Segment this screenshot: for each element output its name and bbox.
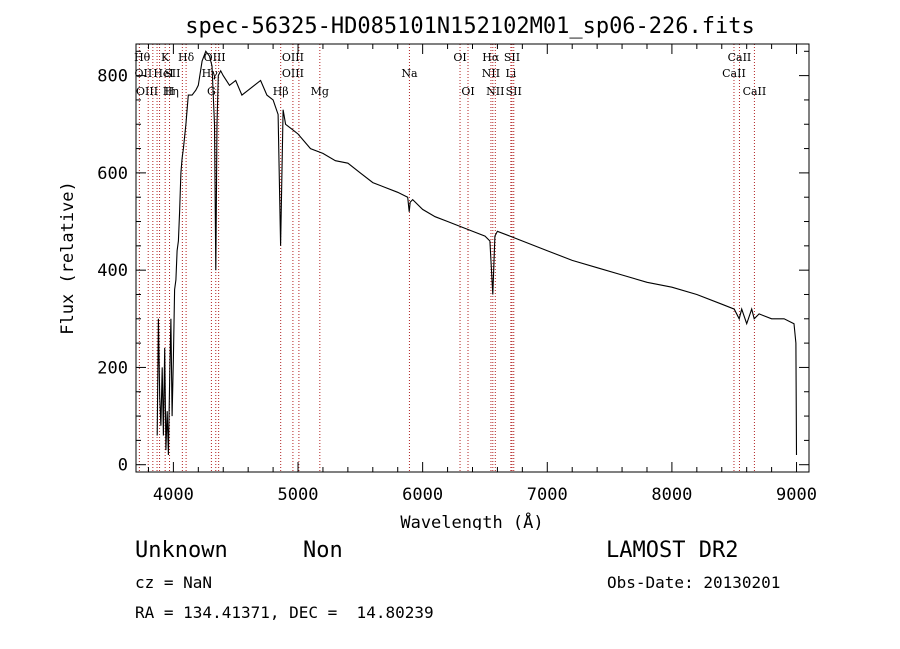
line-marker-label: HeI (153, 67, 173, 80)
line-marker-label: Na (401, 67, 418, 80)
survey-release: LAMOST DR2 (606, 538, 739, 563)
x-axis-label: Wavelength (Å) (400, 511, 543, 530)
line-marker-label: OIII (282, 51, 304, 64)
line-marker-label: Mg (311, 85, 329, 98)
line-marker-label: OIII (282, 67, 304, 80)
chart-title: spec-56325-HD085101N152102M01_sp06-226.f… (185, 14, 755, 39)
line-marker-label: OI (453, 51, 466, 64)
line-marker-label: OI (461, 85, 474, 98)
x-tick-label: 9000 (776, 485, 817, 505)
line-marker-label: Li (505, 67, 516, 80)
redshift-value: cz = NaN (135, 573, 213, 592)
line-marker-label: SII (504, 51, 520, 64)
x-tick-label: 5000 (278, 485, 319, 505)
spectrum-chart: spec-56325-HD085101N152102M01_sp06-226.f… (58, 14, 817, 530)
line-marker-label: CaII (722, 67, 746, 80)
line-marker-group (138, 44, 755, 472)
line-marker-label: OIII (136, 85, 158, 98)
coordinates: RA = 134.41371, DEC = 14.80239 (135, 603, 434, 622)
plot-frame (135, 43, 810, 473)
object-type: Unknown (135, 538, 228, 563)
x-tick-label: 6000 (402, 485, 443, 505)
object-class: Non (303, 538, 343, 563)
line-marker-label: OII (135, 67, 153, 80)
line-marker-label: NII (486, 85, 504, 98)
y-tick-label: 400 (97, 261, 128, 281)
line-marker-label: Hδ (178, 51, 195, 64)
line-marker-label: OIII (204, 51, 226, 64)
line-marker-label: Hα (482, 51, 500, 64)
x-tick-label: 7000 (527, 485, 568, 505)
line-marker-label: G (207, 85, 216, 98)
line-marker-label: Hβ (273, 85, 289, 98)
line-marker-label: NII (482, 67, 500, 80)
line-marker-label: Hθ (134, 51, 151, 64)
x-tick-label: 8000 (651, 485, 692, 505)
line-marker-label: SII (506, 85, 522, 98)
line-marker-label: SII (164, 67, 180, 80)
x-axis-ticks: 4000 5000 6000 7000 8000 9000 (147, 44, 817, 505)
y-tick-label: 800 (97, 67, 128, 87)
y-tick-label: 200 (97, 358, 128, 378)
spectrum-line (156, 50, 798, 456)
line-marker-label: Hγ (202, 67, 219, 80)
y-tick-label: 600 (97, 164, 128, 184)
line-marker-label: K (161, 51, 170, 64)
line-marker-label: H (165, 85, 175, 98)
observation-date: Obs-Date: 20130201 (607, 573, 781, 592)
line-marker-label: Hη (163, 85, 179, 98)
y-tick-label: 0 (118, 456, 128, 476)
y-axis-ticks: 0 200 400 600 800 (97, 50, 809, 476)
line-marker-label: CaII (728, 51, 752, 64)
x-tick-label: 4000 (153, 485, 194, 505)
line-marker-label: CaII (743, 85, 767, 98)
y-axis-label: Flux (relative) (58, 181, 78, 335)
